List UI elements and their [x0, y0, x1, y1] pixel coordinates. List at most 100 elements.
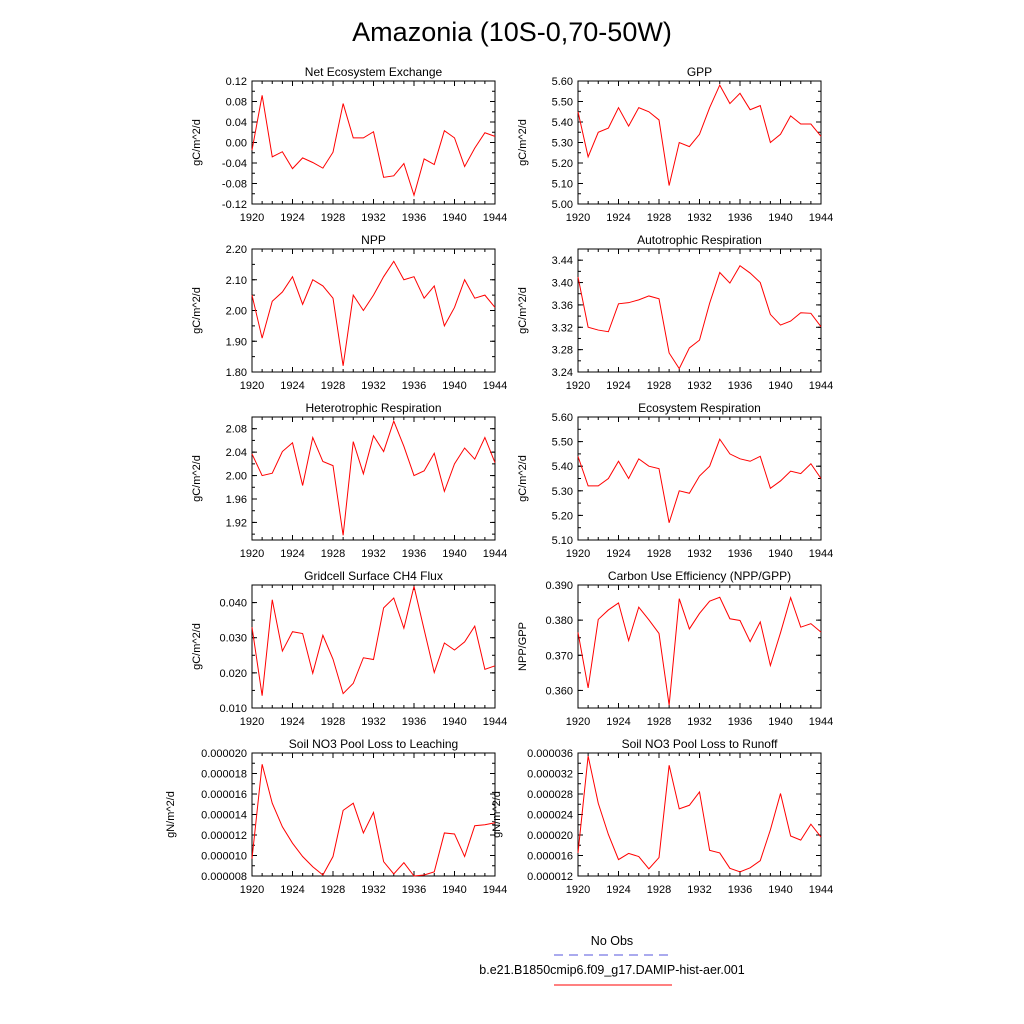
panel-ecosystem-respiration-xtick-label: 1932 [687, 548, 711, 560]
panel-gpp-ylabel: gC/m^2/d [517, 119, 529, 166]
panel-soil-no3-pool-loss-to-leaching-ytick-label: 0.000010 [201, 851, 247, 863]
panel-soil-no3-pool-loss-to-runoff: Soil NO3 Pool Loss to Runoff 1920 1924 1928… [491, 737, 833, 896]
panel-soil-no3-pool-loss-to-leaching-xtick-label: 1920 [240, 884, 264, 896]
panel-npp-xtick-label: 1928 [321, 380, 345, 392]
panel-soil-no3-pool-loss-to-runoff-ytick-label: 0.000012 [527, 871, 573, 883]
panel-soil-no3-pool-loss-to-runoff-xtick-label: 1932 [687, 884, 711, 896]
panel-soil-no3-pool-loss-to-leaching-xtick-label: 1940 [442, 884, 466, 896]
panel-carbon-use-efficiency-npp-gpp-title: Carbon Use Efficiency (NPP/GPP) [608, 569, 791, 583]
panel-gridcell-surface-ch4-flux-xtick-label: 1924 [280, 716, 304, 728]
panel-autotrophic-respiration-title: Autotrophic Respiration [637, 233, 762, 247]
panel-heterotrophic-respiration-xtick-label: 1932 [361, 548, 385, 560]
panel-gpp: GPP 1920 1924 1928 1932 1936 1940 1944 5.00 5.10 5… [517, 65, 833, 224]
panel-soil-no3-pool-loss-to-runoff-ytick-label: 0.000020 [527, 830, 573, 842]
legend-label-case: b.e21.B1850cmip6.f09_g17.DAMIP-hist-aer.… [479, 963, 744, 977]
panel-soil-no3-pool-loss-to-leaching-ytick-label: 0.000014 [201, 810, 247, 822]
panel-soil-no3-pool-loss-to-leaching-xtick-label: 1936 [402, 884, 426, 896]
panel-net-ecosystem-exchange-title: Net Ecosystem Exchange [305, 65, 443, 79]
panel-gridcell-surface-ch4-flux-xtick-label: 1932 [361, 716, 385, 728]
panel-gridcell-surface-ch4-flux-title: Gridcell Surface CH4 Flux [304, 569, 443, 583]
panel-autotrophic-respiration-xtick-label: 1932 [687, 380, 711, 392]
panel-carbon-use-efficiency-npp-gpp-series-line [577, 595, 822, 706]
panel-carbon-use-efficiency-npp-gpp-ytick-label: 0.370 [545, 650, 573, 662]
panel-ecosystem-respiration-ytick-label: 5.50 [552, 437, 573, 449]
panel-gpp-xtick-label: 1936 [728, 212, 752, 224]
panel-gridcell-surface-ch4-flux-ylabel: gC/m^2/d [191, 623, 203, 670]
figure-title: Amazonia (10S-0,70-50W) [352, 17, 672, 47]
panel-ecosystem-respiration-xtick-label: 1928 [647, 548, 671, 560]
panel-soil-no3-pool-loss-to-runoff-xtick-label: 1928 [647, 884, 671, 896]
panel-net-ecosystem-exchange-ytick-label: 0.04 [226, 117, 247, 129]
panel-heterotrophic-respiration-ytick-label: 1.92 [226, 517, 247, 529]
panel-gridcell-surface-ch4-flux-xtick-label: 1944 [483, 716, 507, 728]
panel-npp-ylabel: gC/m^2/d [191, 287, 203, 334]
panel-soil-no3-pool-loss-to-leaching-xtick-label: 1928 [321, 884, 345, 896]
panel-carbon-use-efficiency-npp-gpp-xtick-label: 1920 [566, 716, 590, 728]
panel-ecosystem-respiration-ytick-label: 5.40 [552, 461, 573, 473]
panel-gridcell-surface-ch4-flux-ytick-label: 0.010 [219, 703, 247, 715]
panel-gpp-xtick-label: 1920 [566, 212, 590, 224]
panel-npp-title: NPP [361, 233, 386, 247]
panel-gridcell-surface-ch4-flux-xtick-label: 1936 [402, 716, 426, 728]
panel-ecosystem-respiration: Ecosystem Respiration 1920 1924 1928 1932 193… [517, 401, 833, 560]
panel-soil-no3-pool-loss-to-leaching-xtick-label: 1944 [483, 884, 507, 896]
panel-net-ecosystem-exchange-xtick-label: 1940 [442, 212, 466, 224]
panel-gridcell-surface-ch4-flux: Gridcell Surface CH4 Flux 1920 1924 1928 193… [191, 569, 507, 728]
panel-autotrophic-respiration-frame [577, 248, 822, 373]
panel-soil-no3-pool-loss-to-leaching-ylabel: gN/m^2/d [165, 791, 177, 838]
panel-soil-no3-pool-loss-to-runoff-frame [577, 752, 822, 877]
panel-gpp-xtick-label: 1932 [687, 212, 711, 224]
panel-heterotrophic-respiration-ytick-label: 2.08 [226, 424, 247, 436]
panel-soil-no3-pool-loss-to-leaching-ytick-label: 0.000018 [201, 769, 247, 781]
panel-soil-no3-pool-loss-to-leaching-ytick-label: 0.000012 [201, 830, 247, 842]
panel-gpp-xtick-label: 1940 [768, 212, 792, 224]
legend-label-no-obs: No Obs [591, 934, 633, 948]
panel-heterotrophic-respiration-title: Heterotrophic Respiration [305, 401, 441, 415]
panel-net-ecosystem-exchange-ytick-label: 0.08 [226, 97, 247, 109]
panel-autotrophic-respiration-xtick-label: 1936 [728, 380, 752, 392]
panel-net-ecosystem-exchange-xtick-label: 1928 [321, 212, 345, 224]
panel-soil-no3-pool-loss-to-leaching-title: Soil NO3 Pool Loss to Leaching [289, 737, 458, 751]
panel-soil-no3-pool-loss-to-leaching-series-line [251, 764, 496, 877]
panel-soil-no3-pool-loss-to-runoff-series-line [577, 755, 822, 873]
panel-soil-no3-pool-loss-to-leaching: Soil NO3 Pool Loss to Leaching 1920 1924 19… [165, 737, 507, 896]
panel-carbon-use-efficiency-npp-gpp-xtick-label: 1940 [768, 716, 792, 728]
panel-heterotrophic-respiration-xtick-label: 1936 [402, 548, 426, 560]
panels: Net Ecosystem Exchange 1920 1924 1928 1932 19… [165, 65, 833, 896]
panel-heterotrophic-respiration-xtick-label: 1928 [321, 548, 345, 560]
panel-soil-no3-pool-loss-to-runoff-ytick-label: 0.000028 [527, 789, 573, 801]
panel-npp-ytick-label: 1.90 [226, 336, 247, 348]
panel-npp-ytick-label: 2.10 [226, 275, 247, 287]
panel-npp: NPP 1920 1924 1928 1932 1936 1940 1944 1.80 1.90 2… [191, 233, 507, 392]
panel-heterotrophic-respiration-xtick-label: 1924 [280, 548, 304, 560]
panel-soil-no3-pool-loss-to-runoff-xtick-label: 1924 [606, 884, 630, 896]
panel-net-ecosystem-exchange-ylabel: gC/m^2/d [191, 119, 203, 166]
panel-ecosystem-respiration-frame [577, 416, 822, 541]
panel-soil-no3-pool-loss-to-runoff-xtick-label: 1920 [566, 884, 590, 896]
panel-gpp-xtick-label: 1924 [606, 212, 630, 224]
panel-carbon-use-efficiency-npp-gpp-ylabel: NPP/GPP [517, 622, 529, 671]
panel-ecosystem-respiration-series-line [577, 438, 822, 523]
panel-ecosystem-respiration-ytick-label: 5.10 [552, 535, 573, 547]
panel-soil-no3-pool-loss-to-runoff-ytick-label: 0.000032 [527, 769, 573, 781]
panel-carbon-use-efficiency-npp-gpp-ytick-label: 0.380 [545, 615, 573, 627]
panel-ecosystem-respiration-ytick-label: 5.30 [552, 486, 573, 498]
panel-soil-no3-pool-loss-to-runoff-ytick-label: 0.000024 [527, 810, 573, 822]
panel-ecosystem-respiration-xtick-label: 1940 [768, 548, 792, 560]
panel-gpp-ytick-label: 5.60 [552, 76, 573, 88]
panel-gpp-xtick-label: 1944 [809, 212, 833, 224]
panel-heterotrophic-respiration: Heterotrophic Respiration 1920 1924 1928 193… [191, 401, 507, 560]
panel-autotrophic-respiration-series-line [577, 265, 822, 370]
panel-gpp-ytick-label: 5.30 [552, 138, 573, 150]
panel-heterotrophic-respiration-ytick-label: 2.00 [226, 471, 247, 483]
panel-soil-no3-pool-loss-to-leaching-ytick-label: 0.000008 [201, 871, 247, 883]
panel-gpp-ytick-label: 5.40 [552, 117, 573, 129]
panel-ecosystem-respiration-xtick-label: 1920 [566, 548, 590, 560]
panel-soil-no3-pool-loss-to-runoff-title: Soil NO3 Pool Loss to Runoff [622, 737, 779, 751]
panel-npp-xtick-label: 1932 [361, 380, 385, 392]
panel-autotrophic-respiration-ytick-label: 3.44 [552, 255, 573, 267]
panel-net-ecosystem-exchange-xtick-label: 1932 [361, 212, 385, 224]
panel-heterotrophic-respiration-series-line [251, 419, 496, 536]
panel-heterotrophic-respiration-xtick-label: 1940 [442, 548, 466, 560]
